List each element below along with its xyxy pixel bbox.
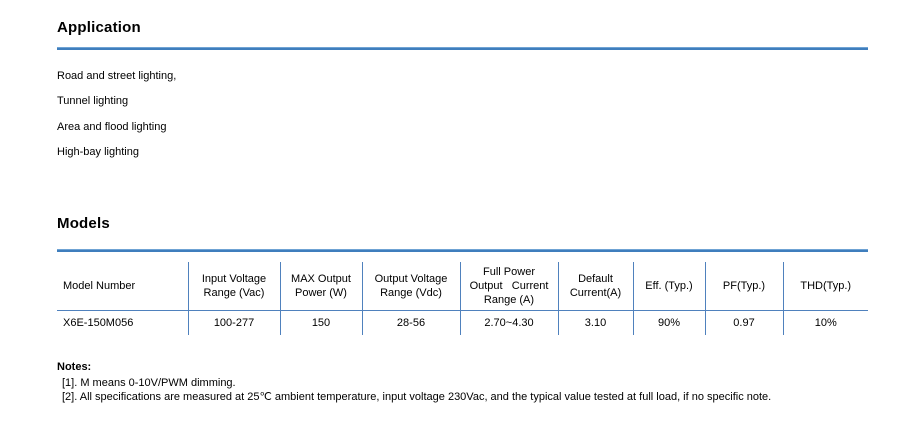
- application-item: Area and flood lighting: [57, 120, 167, 133]
- cell-default-current: 3.10: [558, 310, 634, 335]
- models-section-rule: [57, 249, 868, 252]
- header-thd: THD(Typ.): [783, 262, 868, 311]
- note-item: [2]. All specifications are measured at …: [62, 391, 772, 403]
- note-item: [1]. M means 0-10V/PWM dimming.: [62, 377, 236, 389]
- models-spec-table: Model Number Input Voltage Range (Vac) M…: [57, 262, 868, 335]
- cell-model-number: X6E-150M056: [57, 310, 189, 335]
- application-list: Road and street lighting, Tunnel lightin…: [57, 64, 176, 166]
- application-item: High-bay lighting: [57, 146, 139, 159]
- cell-output-voltage-range: 28-56: [362, 310, 461, 335]
- cell-max-output-power: 150: [280, 310, 363, 335]
- application-item: Road and street lighting,: [57, 70, 177, 82]
- header-input-voltage-range: Input Voltage Range (Vac): [188, 262, 281, 311]
- notes-section: Notes: [1]. M means 0-10V/PWM dimming. […: [57, 360, 868, 404]
- cell-thd: 10%: [814, 316, 837, 329]
- header-efficiency: Eff. (Typ.): [633, 262, 706, 311]
- application-section-rule: [57, 47, 868, 50]
- header-power-factor: PF(Typ.): [705, 262, 784, 311]
- cell-input-voltage-range: 100-277: [188, 310, 281, 335]
- cell-power-factor: 0.97: [705, 310, 784, 335]
- notes-title: Notes:: [57, 361, 92, 373]
- application-item: Tunnel lighting: [57, 95, 129, 108]
- application-section-title: Application: [57, 19, 141, 36]
- cell-full-power-current: 2.70~4.30: [460, 310, 559, 335]
- models-section-title: Models: [57, 215, 110, 232]
- header-model-number: Model Number: [57, 262, 189, 311]
- table-header-row: Model Number Input Voltage Range (Vac) M…: [57, 262, 868, 311]
- header-default-current: Default Current(A): [558, 262, 634, 311]
- header-full-power-current: Full Power Output Current Range (A): [460, 262, 559, 311]
- header-output-voltage-range: Output Voltage Range (Vdc): [362, 262, 461, 311]
- table-row: X6E-150M056 100-277 150 28-56 2.70~4.30 …: [57, 310, 868, 335]
- header-max-output-power: MAX Output Power (W): [280, 262, 363, 311]
- cell-efficiency: 90%: [633, 310, 706, 335]
